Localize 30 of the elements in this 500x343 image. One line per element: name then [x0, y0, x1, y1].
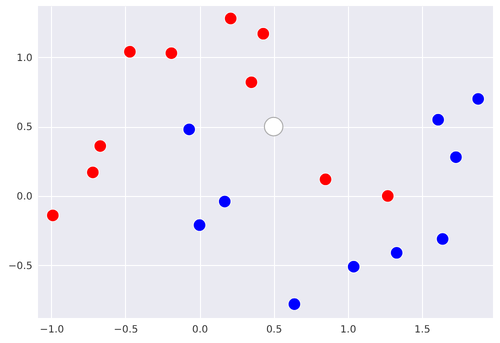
- point: [390, 246, 404, 260]
- point: [46, 208, 60, 222]
- point: [123, 45, 136, 58]
- x-tick-label: 0.0: [192, 324, 208, 336]
- x-tick-label: 1.5: [414, 324, 430, 336]
- point: [244, 76, 258, 89]
- point: [256, 27, 270, 40]
- x-tick-label: 1.0: [340, 324, 356, 336]
- point: [94, 140, 107, 152]
- y-tick-label: 0.5: [16, 122, 32, 134]
- x-tick-label: −0.5: [114, 324, 138, 336]
- y-tick-label: 1.0: [16, 52, 32, 64]
- point: [436, 232, 450, 246]
- y-tick-label: −0.5: [8, 260, 32, 272]
- point: [164, 46, 178, 60]
- point: [347, 260, 360, 274]
- point: [86, 166, 100, 179]
- point: [218, 195, 232, 208]
- y-tick-label: 0.0: [16, 191, 32, 202]
- point: [182, 123, 196, 136]
- point: [432, 113, 445, 126]
- point: [288, 298, 301, 311]
- point: [472, 92, 485, 106]
- point: [193, 218, 206, 232]
- point: [450, 150, 462, 164]
- point: [319, 172, 332, 186]
- point: [224, 12, 238, 25]
- x-tick-label: 0.5: [266, 324, 282, 336]
- point: [381, 190, 394, 202]
- x-tick-label: −1.0: [40, 324, 64, 336]
